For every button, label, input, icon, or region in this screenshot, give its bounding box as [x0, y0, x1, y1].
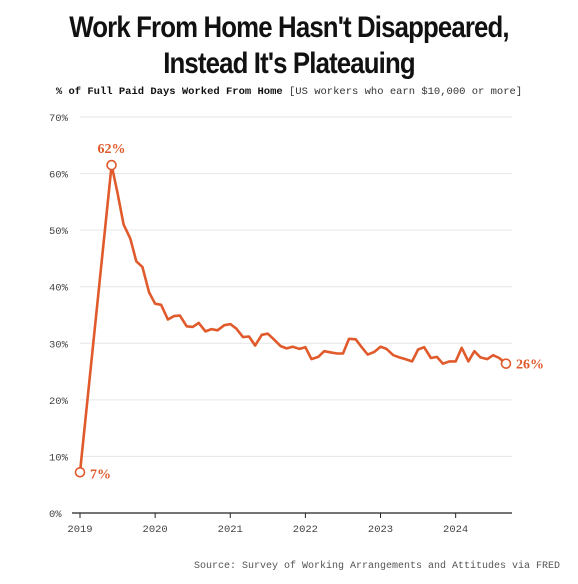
annotated-point-7pct	[74, 466, 86, 478]
axis-layer: 0% 10% 20% 30% 40% 50% 60% 70% 2019 2020 2021 2022 2…	[49, 113, 512, 536]
grid-layer	[80, 116, 512, 457]
data-label: 62%	[98, 142, 126, 157]
chart-subtitle: % of Full Paid Days Worked From Home [US…	[0, 86, 578, 98]
chart-title: Work From Home Hasn't Disappeared, Inste…	[0, 10, 578, 82]
x-tick-label: 2021	[218, 524, 243, 536]
annotated-point-26pct	[500, 358, 512, 369]
y-tick-label: 30%	[49, 339, 69, 351]
series-line	[78, 163, 508, 474]
data-label: 7%	[90, 467, 111, 482]
data-label: 26%	[516, 358, 544, 373]
x-tick-label: 2019	[67, 524, 92, 536]
label-layer: 7% 62% 26%	[90, 142, 544, 482]
y-tick-label: 50%	[49, 226, 69, 238]
title-line-2: Instead It's Plateauing	[163, 47, 415, 80]
series-layer	[74, 159, 512, 478]
y-tick-label: 60%	[49, 170, 69, 182]
y-tick-label: 0%	[49, 509, 62, 521]
title-line-1: Work From Home Hasn't Disappeared,	[69, 11, 509, 44]
x-tick-label: 2024	[443, 524, 468, 536]
x-tick-label: 2020	[143, 524, 168, 536]
y-tick-label: 20%	[49, 396, 69, 408]
y-tick-label: 10%	[49, 452, 69, 464]
y-tick-label: 70%	[49, 113, 69, 125]
annotated-point-62pct	[106, 159, 117, 171]
subtitle-note: [US workers who earn $10,000 or more]	[289, 86, 523, 98]
source-note: Source: Survey of Working Arrangements a…	[193, 561, 560, 572]
x-tick-label: 2022	[293, 524, 318, 536]
y-tick-label: 40%	[49, 283, 69, 295]
x-tick-label: 2023	[368, 524, 393, 536]
subtitle-main: % of Full Paid Days Worked From Home	[55, 86, 283, 98]
